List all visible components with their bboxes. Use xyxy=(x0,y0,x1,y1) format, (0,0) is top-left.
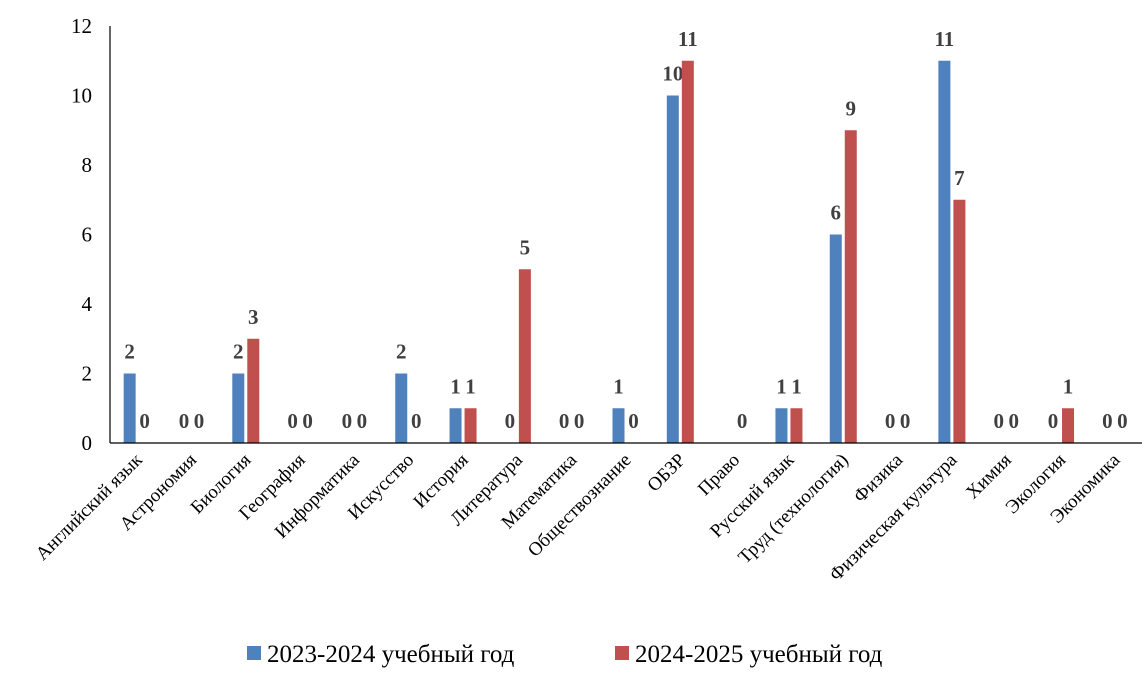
y-tick-label: 12 xyxy=(71,14,92,38)
data-label: 0 xyxy=(1102,409,1113,433)
bar-2024-2025 xyxy=(681,60,694,443)
data-label: 10 xyxy=(662,62,683,86)
data-label: 0 xyxy=(1117,409,1128,433)
bar-2023-2024 xyxy=(938,60,951,443)
data-label: 0 xyxy=(1048,409,1059,433)
data-label: 0 xyxy=(737,409,748,433)
data-label: 0 xyxy=(194,409,205,433)
y-tick-label: 8 xyxy=(82,153,93,177)
data-label: 0 xyxy=(287,409,298,433)
legend-swatch xyxy=(615,646,629,660)
data-label: 6 xyxy=(831,201,842,225)
data-label: 1 xyxy=(791,374,802,398)
bar-2023-2024 xyxy=(666,95,679,443)
bar-2024-2025 xyxy=(1062,408,1075,443)
bar-2024-2025 xyxy=(790,408,803,443)
data-label: 0 xyxy=(411,409,422,433)
x-axis xyxy=(109,26,1142,444)
bar-2023-2024 xyxy=(395,373,408,443)
y-tick-label: 2 xyxy=(82,362,93,386)
x-tick-label: Обществознание xyxy=(524,450,636,562)
bar-2024-2025 xyxy=(247,338,260,443)
y-tick-label: 10 xyxy=(71,84,92,108)
bar-2024-2025 xyxy=(518,269,531,443)
bar-2023-2024 xyxy=(232,373,245,443)
bar-2023-2024 xyxy=(123,373,136,443)
y-axis: 0 2 4 6 8 10 12 xyxy=(71,14,93,455)
bar-2024-2025 xyxy=(464,408,477,443)
bar-2024-2025 xyxy=(953,199,966,443)
data-label: 0 xyxy=(574,409,585,433)
legend-swatch xyxy=(247,646,261,660)
x-tick-label: Право xyxy=(694,450,744,500)
data-label: 11 xyxy=(934,27,954,51)
legend-entry: 2023-2024 учебный год xyxy=(267,641,515,668)
data-label: 0 xyxy=(342,409,353,433)
data-label: 1 xyxy=(776,374,787,398)
data-label: 0 xyxy=(885,409,896,433)
data-label: 2 xyxy=(233,340,244,364)
data-label: 1 xyxy=(465,374,476,398)
data-label: 1 xyxy=(450,374,461,398)
y-tick-label: 0 xyxy=(82,431,93,455)
data-label: 1 xyxy=(613,374,624,398)
data-label: 0 xyxy=(357,409,368,433)
data-label: 2 xyxy=(124,340,135,364)
legend: 2023-2024 учебный год 2024-2025 учебный г… xyxy=(247,641,883,668)
data-label: 0 xyxy=(505,409,516,433)
x-tick-label: Химия xyxy=(962,450,1016,504)
y-tick-label: 6 xyxy=(82,223,93,247)
data-label: 0 xyxy=(628,409,639,433)
bar-2023-2024 xyxy=(775,408,788,443)
bar-2023-2024 xyxy=(829,234,842,443)
data-label: 9 xyxy=(846,96,857,120)
bar-2023-2024 xyxy=(612,408,625,443)
data-label: 0 xyxy=(559,409,570,433)
x-tick-label: ОБЗР xyxy=(643,450,689,496)
data-label: 0 xyxy=(139,409,150,433)
data-label: 3 xyxy=(248,305,259,329)
data-label: 2 xyxy=(396,340,407,364)
data-label: 0 xyxy=(1008,409,1019,433)
data-label: 11 xyxy=(678,27,698,51)
bar-2023-2024 xyxy=(449,408,462,443)
data-label: 0 xyxy=(900,409,911,433)
category-labels: Английский языкАстрономияБиологияГеограф… xyxy=(32,449,1125,585)
data-label: 1 xyxy=(1063,374,1074,398)
data-label: 0 xyxy=(179,409,190,433)
legend-entry: 2024-2025 учебный год xyxy=(635,641,883,668)
data-label: 7 xyxy=(954,166,965,190)
bar-2024-2025 xyxy=(844,130,857,443)
data-label: 0 xyxy=(302,409,313,433)
data-label: 0 xyxy=(993,409,1004,433)
y-tick-label: 4 xyxy=(82,292,93,316)
data-label: 5 xyxy=(520,235,531,259)
